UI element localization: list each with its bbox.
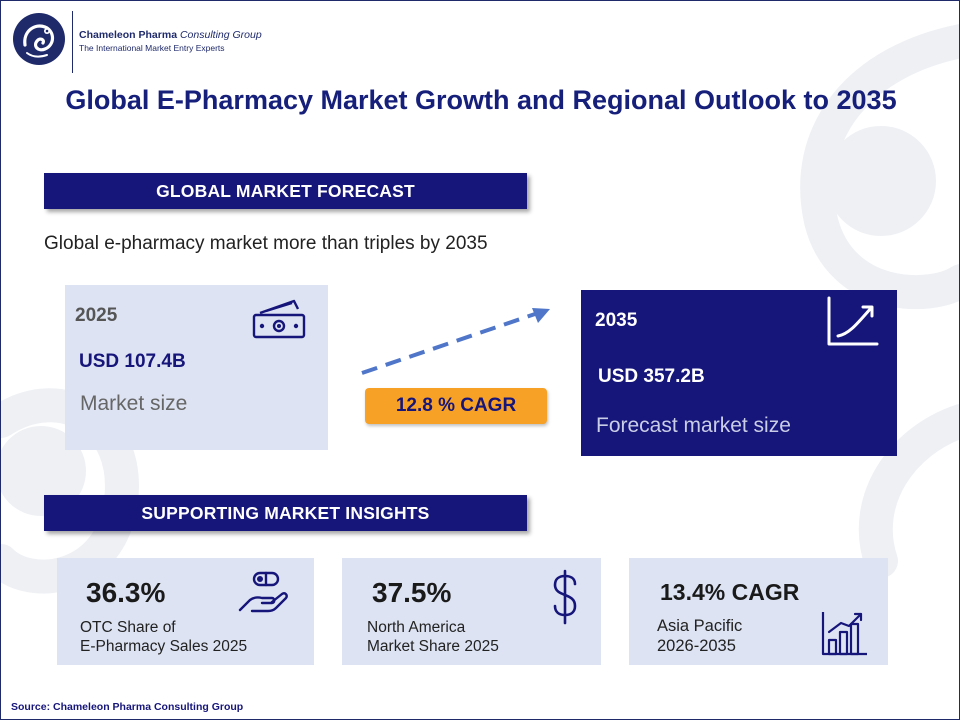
card-year: 2025 bbox=[75, 305, 118, 326]
cagr-badge: 12.8 % CAGR bbox=[365, 388, 547, 424]
dollar-icon bbox=[553, 569, 577, 625]
insight-card-north-america: 37.5% North America Market Share 2025 bbox=[342, 558, 601, 665]
market-2025-card: 2025 USD 107.4B Market size bbox=[65, 285, 328, 450]
insight-desc: Asia Pacific 2026-2035 bbox=[657, 617, 743, 655]
card-desc: Market size bbox=[80, 392, 188, 415]
brand-tagline: The International Market Entry Experts bbox=[79, 43, 225, 53]
source-note: Source: Chameleon Pharma Consulting Grou… bbox=[11, 701, 244, 713]
chameleon-logo-icon bbox=[13, 13, 65, 65]
insights-section-banner: SUPPORTING MARKET INSIGHTS bbox=[44, 495, 527, 531]
insight-value: 13.4% CAGR bbox=[660, 579, 800, 605]
growth-arrow-icon bbox=[361, 308, 550, 375]
forecast-subtitle: Global e-pharmacy market more than tripl… bbox=[44, 233, 488, 254]
insight-card-otc: 36.3% OTC Share of E-Pharmacy Sales 2025 bbox=[57, 558, 314, 665]
market-2035-card: 2035 USD 357.2B Forecast market size bbox=[581, 290, 897, 456]
insight-desc: North America Market Share 2025 bbox=[367, 619, 499, 655]
card-value: USD 107.4B bbox=[79, 351, 186, 372]
logo-divider bbox=[72, 11, 73, 73]
bar-chart-icon bbox=[821, 612, 867, 656]
hand-pill-icon bbox=[238, 571, 288, 613]
page-title: Global E-Pharmacy Market Growth and Regi… bbox=[65, 85, 897, 115]
growth-chart-icon bbox=[827, 296, 879, 346]
insight-card-asia-pacific: 13.4% CAGR Asia Pacific 2026-2035 bbox=[629, 558, 888, 665]
card-year: 2035 bbox=[595, 310, 638, 331]
money-icon bbox=[252, 299, 306, 339]
brand-name: Chameleon Pharma Consulting Group bbox=[79, 29, 262, 41]
insight-desc: OTC Share of E-Pharmacy Sales 2025 bbox=[80, 619, 248, 655]
forecast-section-banner: GLOBAL MARKET FORECAST bbox=[44, 173, 527, 209]
insight-value: 36.3% bbox=[86, 577, 166, 608]
insight-value: 37.5% bbox=[372, 577, 452, 608]
card-desc: Forecast market size bbox=[596, 414, 791, 437]
card-value: USD 357.2B bbox=[598, 366, 705, 387]
